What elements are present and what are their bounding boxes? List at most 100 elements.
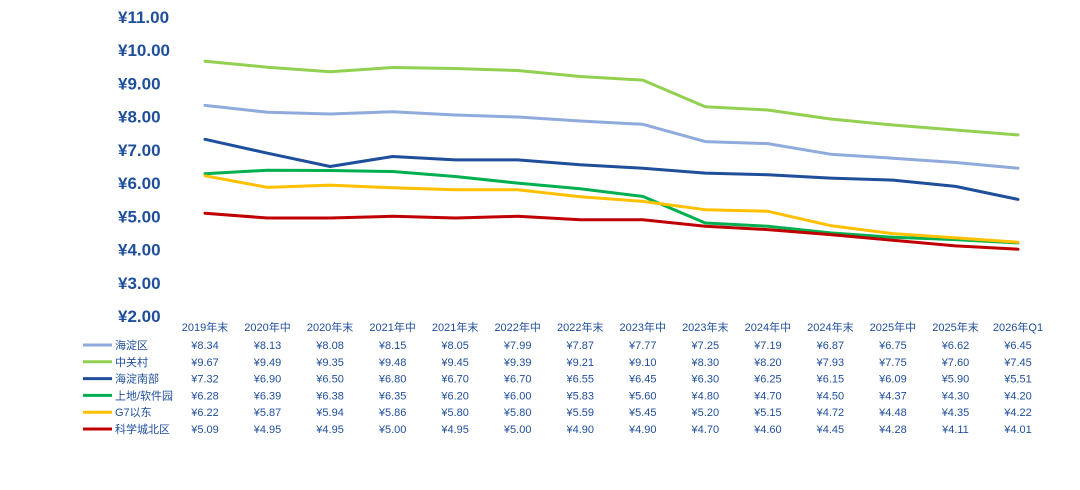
legend-label: 科学城北区 [115,422,170,436]
data-label: ¥6.35 [378,390,407,402]
data-label: ¥4.22 [1003,407,1032,419]
data-label: ¥9.39 [503,357,532,369]
data-table: 海淀区 ¥8.34 ¥8.13 ¥8.08 ¥8.15 ¥8.05 ¥7.99 ¥7.87 ¥7… [83,338,1032,436]
data-label: ¥8.30 [691,357,720,369]
data-label: ¥6.87 [816,340,845,352]
data-label: ¥4.95 [440,424,469,436]
data-label: ¥6.25 [753,374,782,386]
data-label: ¥4.50 [816,390,845,402]
y-tick-label: ¥5.00 [118,207,161,226]
series-line [203,59,1020,137]
data-label: ¥4.90 [565,424,594,436]
table-row: 科学城北区 ¥5.09 ¥4.95 ¥4.95 ¥5.00 ¥4.95 ¥5.00 ¥4.90… [83,422,1032,436]
data-label: ¥7.75 [878,357,907,369]
legend-label: 中关村 [115,355,148,369]
y-tick-label: ¥9.00 [118,74,161,93]
data-label: ¥7.60 [941,357,970,369]
data-label: ¥7.25 [691,340,720,352]
data-label: ¥5.00 [378,424,407,436]
data-label: ¥6.70 [503,374,532,386]
data-label: ¥4.72 [816,407,845,419]
data-label: ¥8.15 [378,340,407,352]
data-label: ¥4.95 [315,424,344,436]
data-label: ¥6.45 [1003,340,1032,352]
data-label: ¥4.28 [878,424,907,436]
data-label: ¥6.55 [565,374,594,386]
x-tick-label: 2021年末 [432,320,478,334]
x-tick-label: 2020年中 [244,320,290,334]
data-label: ¥6.50 [315,374,344,386]
data-label: ¥4.80 [691,390,720,402]
data-label: ¥6.20 [440,390,469,402]
series-line [203,168,1020,245]
data-label: ¥6.30 [691,374,720,386]
x-tick-label: 2026年Q1 [993,320,1043,334]
data-label: ¥4.70 [753,390,782,402]
data-label: ¥4.35 [941,407,970,419]
x-tick-label: 2023年中 [620,320,666,334]
x-tick-label: 2023年末 [682,320,728,334]
data-label: ¥4.95 [253,424,282,436]
data-label: ¥5.09 [190,424,219,436]
data-label: ¥5.86 [378,407,407,419]
data-label: ¥4.01 [1003,424,1032,436]
x-tick-label: 2020年末 [307,320,353,334]
legend-label: 海淀南部 [115,372,159,386]
data-label: ¥7.32 [190,374,219,386]
data-label: ¥7.87 [565,340,594,352]
series-line [203,174,1020,244]
table-row: G7以东 ¥6.22 ¥5.87 ¥5.94 ¥5.86 ¥5.80 ¥5.80 ¥5.59 ¥… [83,406,1032,419]
x-tick-label: 2024年中 [745,320,791,334]
data-label: ¥5.80 [503,407,532,419]
data-label: ¥9.35 [315,357,344,369]
data-label: ¥8.08 [315,340,344,352]
series-line [203,137,1020,201]
data-label: ¥9.10 [628,357,657,369]
data-label: ¥4.11 [941,424,969,436]
data-label: ¥6.45 [628,374,657,386]
data-label: ¥6.38 [315,390,344,402]
data-label: ¥4.90 [628,424,657,436]
data-label: ¥9.21 [565,357,594,369]
y-tick-label: ¥8.00 [118,108,161,127]
data-label: ¥5.87 [253,407,282,419]
data-label: ¥7.93 [816,357,845,369]
data-label: ¥5.51 [1003,374,1032,386]
data-label: ¥4.45 [816,424,845,436]
data-label: ¥5.45 [628,407,657,419]
table-row: 上地/软件园 ¥6.28 ¥6.39 ¥6.38 ¥6.35 ¥6.20 ¥6.00 ¥5.8… [83,388,1032,402]
y-tick-label: ¥4.00 [118,241,161,260]
y-axis: ¥2.00 ¥3.00 ¥4.00 ¥5.00 ¥6.00 ¥7.00 ¥8.00 ¥9.00… [118,8,170,326]
x-tick-label: 2019年末 [182,320,228,334]
data-label: ¥7.45 [1003,357,1032,369]
data-label: ¥7.99 [503,340,532,352]
data-label: ¥4.70 [691,424,720,436]
data-label: ¥4.60 [753,424,782,436]
y-tick-label: ¥11.00 [118,8,169,27]
series-lines [203,59,1020,251]
series-line [203,211,1020,251]
x-tick-label: 2022年中 [494,320,540,334]
table-row: 海淀区 ¥8.34 ¥8.13 ¥8.08 ¥8.15 ¥8.05 ¥7.99 ¥7.87 ¥7… [83,338,1032,352]
data-label: ¥6.00 [503,390,532,402]
x-axis-labels: 2019年末 2020年中 2020年末 2021年中 2021年末 2022年中 2022… [182,320,1043,334]
data-label: ¥6.80 [378,374,407,386]
data-label: ¥9.48 [378,357,407,369]
data-label: ¥6.70 [440,374,469,386]
y-tick-label: ¥6.00 [118,174,161,193]
x-tick-label: 2022年末 [557,320,603,334]
data-label: ¥9.67 [190,357,219,369]
series-line [203,103,1020,170]
data-label: ¥6.28 [190,390,219,402]
data-label: ¥5.59 [565,407,594,419]
table-row: 海淀南部 ¥7.32 ¥6.90 ¥6.50 ¥6.80 ¥6.70 ¥6.70 ¥6.55 ¥… [83,372,1032,386]
data-label: ¥6.22 [190,407,219,419]
data-label: ¥7.19 [753,340,782,352]
table-row: 中关村 ¥9.67 ¥9.49 ¥9.35 ¥9.48 ¥9.45 ¥9.39 ¥9.21 ¥9… [83,355,1032,369]
data-label: ¥8.13 [253,340,282,352]
data-label: ¥6.09 [878,374,907,386]
data-label: ¥9.49 [253,357,282,369]
data-label: ¥8.34 [190,340,219,352]
y-tick-label: ¥10.00 [118,41,170,60]
